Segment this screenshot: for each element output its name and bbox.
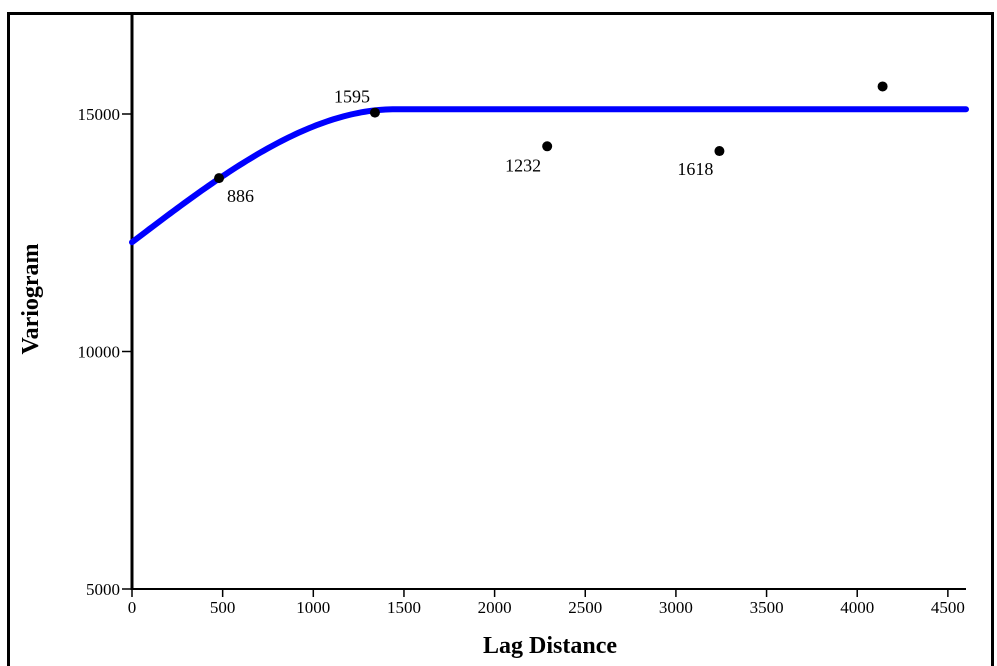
point-label: 1595	[334, 87, 370, 107]
x-axis-title: Lag Distance	[483, 633, 617, 659]
y-tick-label: 10000	[78, 343, 121, 362]
data-point	[714, 146, 724, 156]
x-tick-label: 500	[210, 598, 236, 617]
data-point	[542, 141, 552, 151]
x-tick-label: 0	[128, 598, 137, 617]
axes	[131, 15, 966, 590]
model-curve-layer	[132, 109, 966, 242]
x-tick-label: 1000	[296, 598, 330, 617]
x-tick-label: 3500	[750, 598, 784, 617]
point-label: 886	[227, 186, 254, 206]
x-tick-label: 2500	[568, 598, 602, 617]
y-tick-label: 15000	[78, 105, 121, 124]
point-label: 1232	[505, 155, 541, 175]
x-tick-label: 1500	[387, 598, 421, 617]
data-points: 886 1595 1232 1618	[214, 81, 888, 206]
x-tick-label: 3000	[659, 598, 693, 617]
data-point	[370, 108, 380, 118]
x-tick-label: 4000	[840, 598, 874, 617]
point-label: 1618	[677, 159, 713, 179]
x-tick-label: 4500	[931, 598, 965, 617]
y-tick-label: 5000	[86, 580, 120, 599]
x-tick-label: 2000	[478, 598, 512, 617]
data-point	[878, 81, 888, 91]
model-curve	[132, 109, 966, 242]
data-point	[214, 173, 224, 183]
y-axis-title: Variogram	[18, 243, 44, 354]
